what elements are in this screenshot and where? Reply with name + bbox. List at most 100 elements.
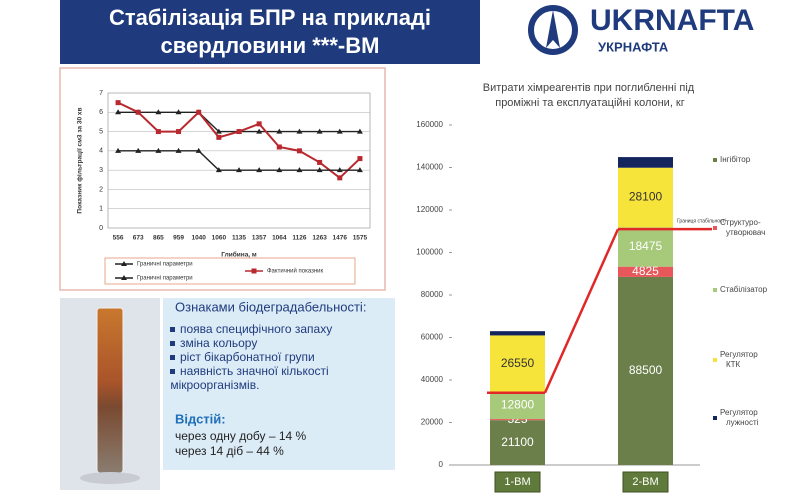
marker — [135, 147, 142, 153]
marker — [155, 129, 161, 135]
x-axis-label: Глибина, м — [221, 251, 257, 259]
marker — [155, 109, 162, 115]
bullet-text: наявність значної кількості мікроорганіз… — [167, 364, 329, 392]
marker — [216, 134, 222, 140]
marker — [357, 156, 363, 162]
legend-swatch — [713, 288, 717, 292]
legend-label: Граничні параметри — [137, 262, 193, 268]
bar-segment — [490, 391, 545, 420]
data-label: 4825 — [632, 264, 659, 278]
marker — [316, 167, 323, 173]
logo-name: UKRNAFTA — [590, 4, 754, 37]
legend-label: Структуро-утворювач — [720, 218, 765, 237]
title-part: проміжні та експлуатаційні колони, кг — [495, 97, 685, 109]
legend-part: утворювач — [726, 228, 765, 237]
bullet-text: зміна кольору — [180, 336, 257, 350]
tube — [96, 307, 124, 474]
x-tick-label: 959 — [173, 235, 184, 242]
legend-label: Граничні параметри — [137, 276, 193, 282]
x-tick-label: 1575 — [353, 235, 368, 242]
x-tick-label: 1040 — [191, 235, 206, 242]
x-tick-label: 1126 — [292, 235, 306, 242]
marker — [256, 128, 263, 134]
marker — [296, 148, 302, 154]
y-tick-label: 0 — [439, 460, 444, 469]
legend-swatch — [713, 158, 717, 162]
marker — [236, 129, 242, 135]
legend-part: Регулятор — [720, 408, 760, 417]
marker — [276, 167, 283, 173]
legend-part: Структуро- — [720, 218, 761, 227]
bar-segment — [490, 419, 545, 421]
logo-drop — [546, 10, 560, 48]
title-part: Витрати хімреагентів при поглибленні під — [483, 82, 698, 94]
marker — [256, 121, 262, 127]
legend-part: Регулятор — [720, 350, 760, 359]
bar-segment — [490, 420, 545, 465]
marker — [296, 167, 303, 173]
marker — [215, 128, 222, 134]
marker — [236, 167, 242, 173]
x-tick-label: 1263 — [312, 235, 327, 242]
marker — [356, 128, 363, 134]
legend-part: лужності — [726, 418, 759, 427]
marker — [251, 268, 257, 274]
legend-label: Стабілізатор — [720, 285, 768, 294]
marker — [195, 147, 202, 153]
y-tick-label: 160000 — [416, 120, 443, 129]
legend-label: Фактичний показник — [267, 268, 324, 275]
notes-box — [163, 298, 395, 470]
limit-line — [543, 228, 620, 394]
bullet-part: мікроорганізмів. — [167, 378, 259, 392]
notes-heading: Ознаками біодеградабельності: — [175, 299, 366, 314]
data-label: 18475 — [629, 239, 663, 253]
marker — [175, 147, 182, 153]
y-tick-label: 4 — [99, 148, 103, 155]
marker — [276, 128, 283, 134]
data-label: 26550 — [501, 356, 535, 370]
marker — [121, 275, 127, 280]
category-box — [622, 471, 669, 493]
category-box — [494, 471, 541, 493]
plot-area — [107, 92, 371, 229]
y-tick-label: 1 — [99, 206, 103, 213]
tube-base — [80, 472, 140, 484]
x-tick-label: 673 — [133, 235, 144, 242]
marker — [337, 175, 343, 181]
bullet-text: ріст бікарбонатної групи — [180, 350, 315, 364]
title-box — [60, 0, 480, 64]
x-tick-label: 2-ВМ — [632, 476, 658, 488]
legend-swatch — [713, 226, 717, 230]
data-label: 12800 — [501, 398, 535, 412]
sediment-line: через одну добу – 14 % — [175, 429, 307, 443]
photo — [60, 298, 160, 490]
data-label: 28100 — [629, 190, 663, 204]
bullet-text: поява специфічного запаху — [180, 322, 332, 336]
bar-segment — [618, 157, 673, 168]
bar-segment — [490, 331, 545, 336]
legend-swatch — [713, 358, 717, 362]
y-tick-label: 40000 — [421, 375, 444, 384]
x-tick-label: 1476 — [333, 235, 348, 242]
y-axis-label: Показник фільтрації см3 за 30 хв — [76, 107, 84, 213]
y-tick-label: 100000 — [416, 248, 443, 257]
sediment-line: через 14 діб – 44 % — [175, 444, 284, 458]
marker — [276, 144, 282, 150]
line-legend-box — [104, 257, 356, 285]
y-tick-label: 20000 — [421, 418, 444, 427]
marker — [121, 261, 127, 266]
y-tick-label: 140000 — [416, 163, 443, 172]
legend-label: Регулятор лужності — [720, 408, 760, 427]
y-tick-label: 2 — [99, 186, 103, 193]
bar-segment — [490, 335, 545, 392]
logo-subname: УКРНАФТА — [598, 39, 669, 54]
marker — [115, 147, 122, 153]
title-line: Стабілізація БПР на прикладі — [109, 5, 431, 30]
x-tick-label: 1064 — [272, 235, 287, 242]
marker — [316, 128, 323, 134]
y-tick-label: 80000 — [421, 290, 444, 299]
marker — [317, 159, 323, 165]
legend-label: Інгібітор — [720, 155, 751, 164]
marker — [196, 109, 202, 115]
